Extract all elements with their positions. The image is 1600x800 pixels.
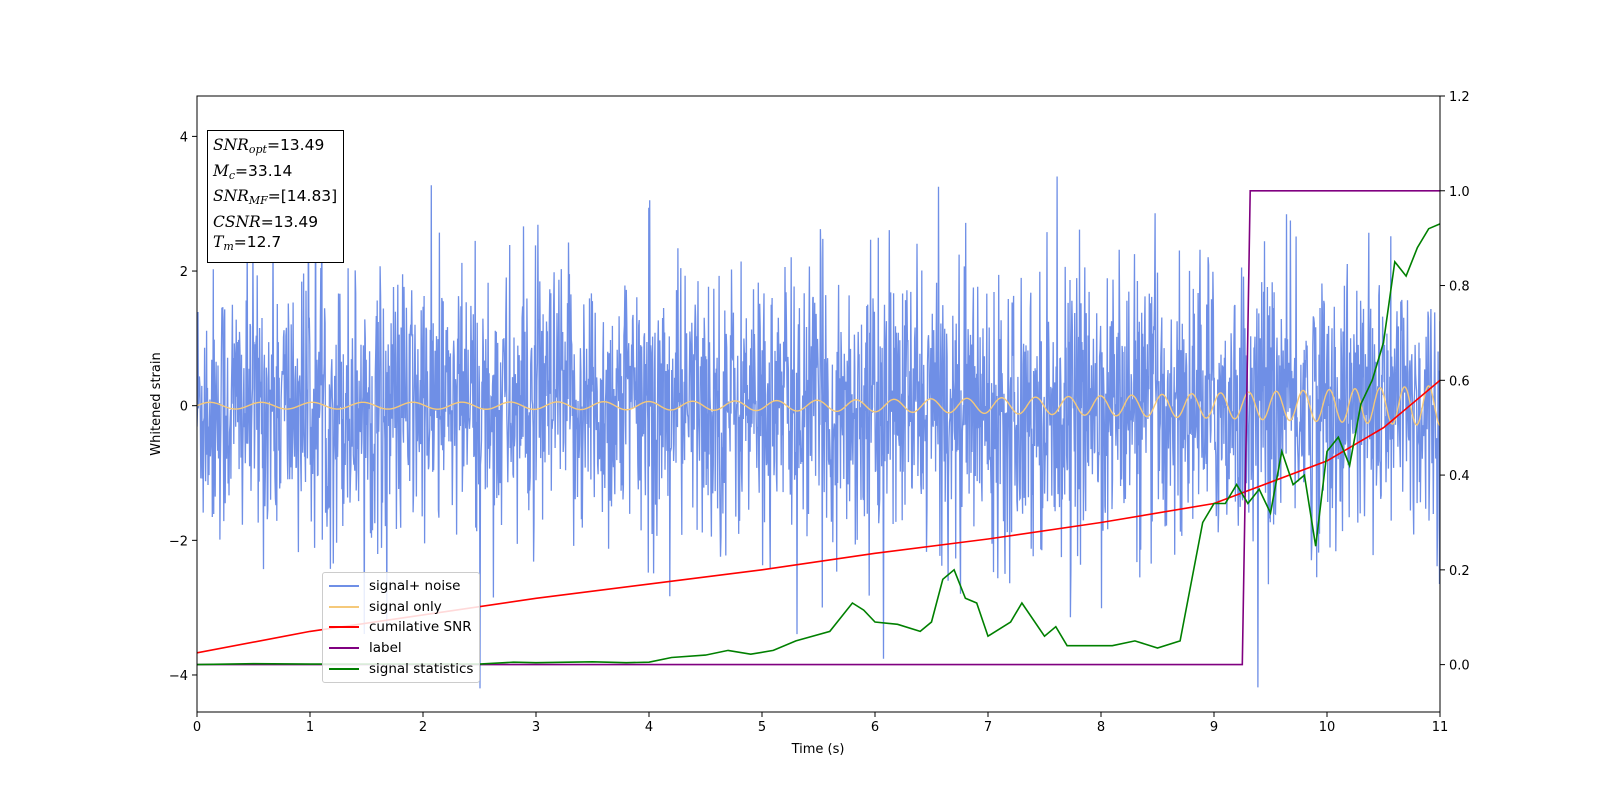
legend-swatch — [329, 626, 359, 629]
y2-tick-label: 1.2 — [1449, 90, 1470, 105]
x-tick-label: 5 — [758, 720, 766, 735]
y-tick-label: −4 — [169, 669, 188, 684]
plot-frame — [196, 95, 1441, 713]
info-snr-mf: SNRMF=[14.83] — [213, 187, 338, 207]
x-tick-label: 4 — [645, 720, 653, 735]
legend-swatch — [329, 667, 359, 670]
y2-tick-label: 1.0 — [1449, 185, 1470, 200]
x-tick-label: 6 — [871, 720, 879, 735]
x-tick-label: 10 — [1319, 720, 1336, 735]
y2-tick-label: 0.0 — [1449, 659, 1470, 674]
info-chirp-mass: Mc=33.14 — [213, 161, 293, 182]
x-axis: 0 1 2 3 4 5 6 7 8 9 10 11 — [193, 712, 1448, 735]
y2-tick-label: 0.6 — [1449, 374, 1470, 389]
legend-item-signal-only: signal only — [329, 597, 473, 618]
legend-swatch — [329, 605, 359, 608]
x-tick-label: 11 — [1432, 720, 1449, 735]
x-tick-label: 2 — [419, 720, 427, 735]
x-tick-label: 9 — [1210, 720, 1218, 735]
info-snr-opt: SNRopt=13.49 — [213, 136, 325, 156]
series-label — [197, 190, 1440, 666]
series-signal-statistics — [197, 223, 1440, 666]
y-axis-right: 0.0 0.2 0.4 0.6 0.8 1.0 1.2 — [1440, 90, 1470, 674]
x-tick-label: 8 — [1097, 720, 1105, 735]
y2-tick-label: 0.2 — [1449, 564, 1470, 579]
info-csnr: CSNR=13.49 — [213, 212, 319, 231]
y-tick-label: −2 — [169, 534, 188, 549]
y-axis-left: −4 −2 0 2 4 — [169, 130, 197, 684]
info-box: SNRopt=13.49 Mc=33.14 SNRMF=[14.83] CSNR… — [207, 130, 345, 263]
legend-swatch — [329, 585, 359, 588]
x-tick-label: 3 — [532, 720, 540, 735]
y-tick-label: 2 — [180, 265, 188, 280]
legend-item-label: label — [329, 638, 473, 659]
y2-tick-label: 0.8 — [1449, 280, 1470, 295]
legend-item-signal-statistics: signal statistics — [329, 658, 473, 679]
series-signal-only — [197, 385, 1440, 427]
y2-tick-label: 0.4 — [1449, 469, 1470, 484]
x-tick-label: 7 — [984, 720, 992, 735]
x-axis-label: Time (s) — [791, 742, 845, 757]
y-tick-label: 4 — [180, 130, 188, 145]
legend-swatch — [329, 647, 359, 650]
y-axis-label: Whitened strain — [149, 352, 164, 455]
y-tick-label: 0 — [180, 400, 188, 415]
x-tick-label: 0 — [193, 720, 201, 735]
legend-item-signal-noise: signal+ noise — [329, 576, 473, 597]
info-tm: Tm=12.7 — [213, 233, 282, 253]
legend: signal+ noise signal only cumilative SNR… — [322, 572, 481, 683]
legend-item-cumulative-snr: cumilative SNR — [329, 617, 473, 638]
x-tick-label: 1 — [306, 720, 314, 735]
